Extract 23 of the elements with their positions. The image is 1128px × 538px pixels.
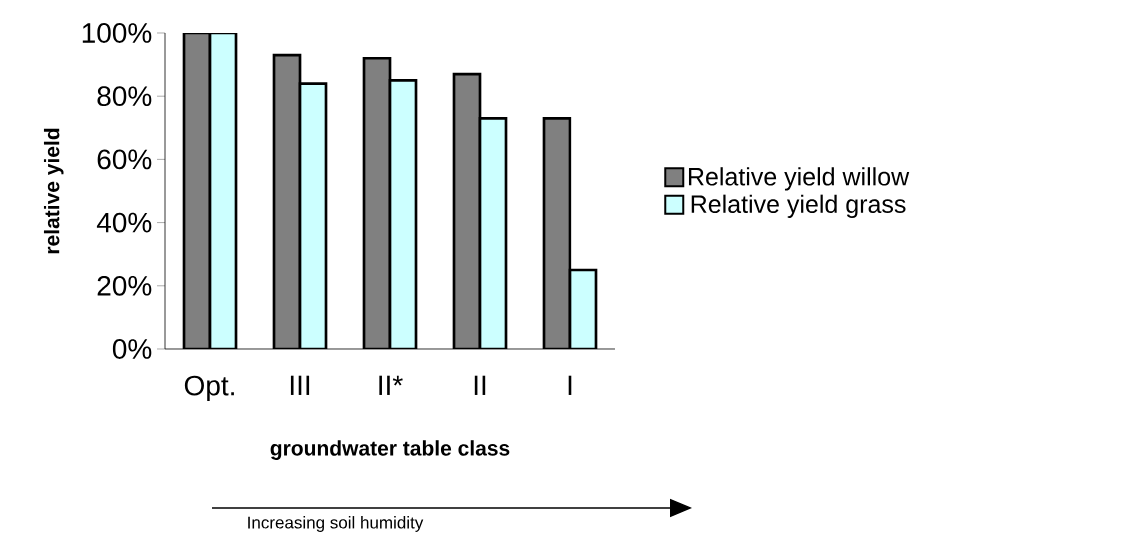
legend-label: Relative yield grass bbox=[691, 194, 906, 218]
x-tick-label: III bbox=[290, 375, 310, 395]
y-tick-label: 40% bbox=[96, 212, 152, 233]
bar bbox=[298, 82, 328, 349]
bar bbox=[272, 53, 302, 349]
x-tick-label: Opt. bbox=[184, 375, 234, 402]
bar bbox=[182, 32, 212, 349]
x-tick-label: II bbox=[474, 375, 486, 395]
x-axis-title: groundwater table class bbox=[270, 440, 510, 460]
x-tick-label: I bbox=[568, 375, 572, 395]
text: Increasing soil humidity bbox=[248, 516, 424, 532]
y-axis-title: relative yield bbox=[43, 128, 64, 254]
y-tick-label: 0% bbox=[112, 339, 152, 359]
bar bbox=[388, 79, 418, 349]
legend-label: Relative yield willow bbox=[688, 167, 910, 191]
y-tick-label: 100% bbox=[82, 23, 152, 43]
y-tick-label: 20% bbox=[97, 275, 152, 296]
bar bbox=[208, 32, 238, 349]
y-tick-label: 80% bbox=[97, 86, 152, 107]
y-tick-label: 60% bbox=[97, 149, 152, 170]
bar bbox=[452, 72, 482, 349]
bar bbox=[568, 268, 598, 349]
x-tick-label: II* bbox=[379, 375, 403, 395]
